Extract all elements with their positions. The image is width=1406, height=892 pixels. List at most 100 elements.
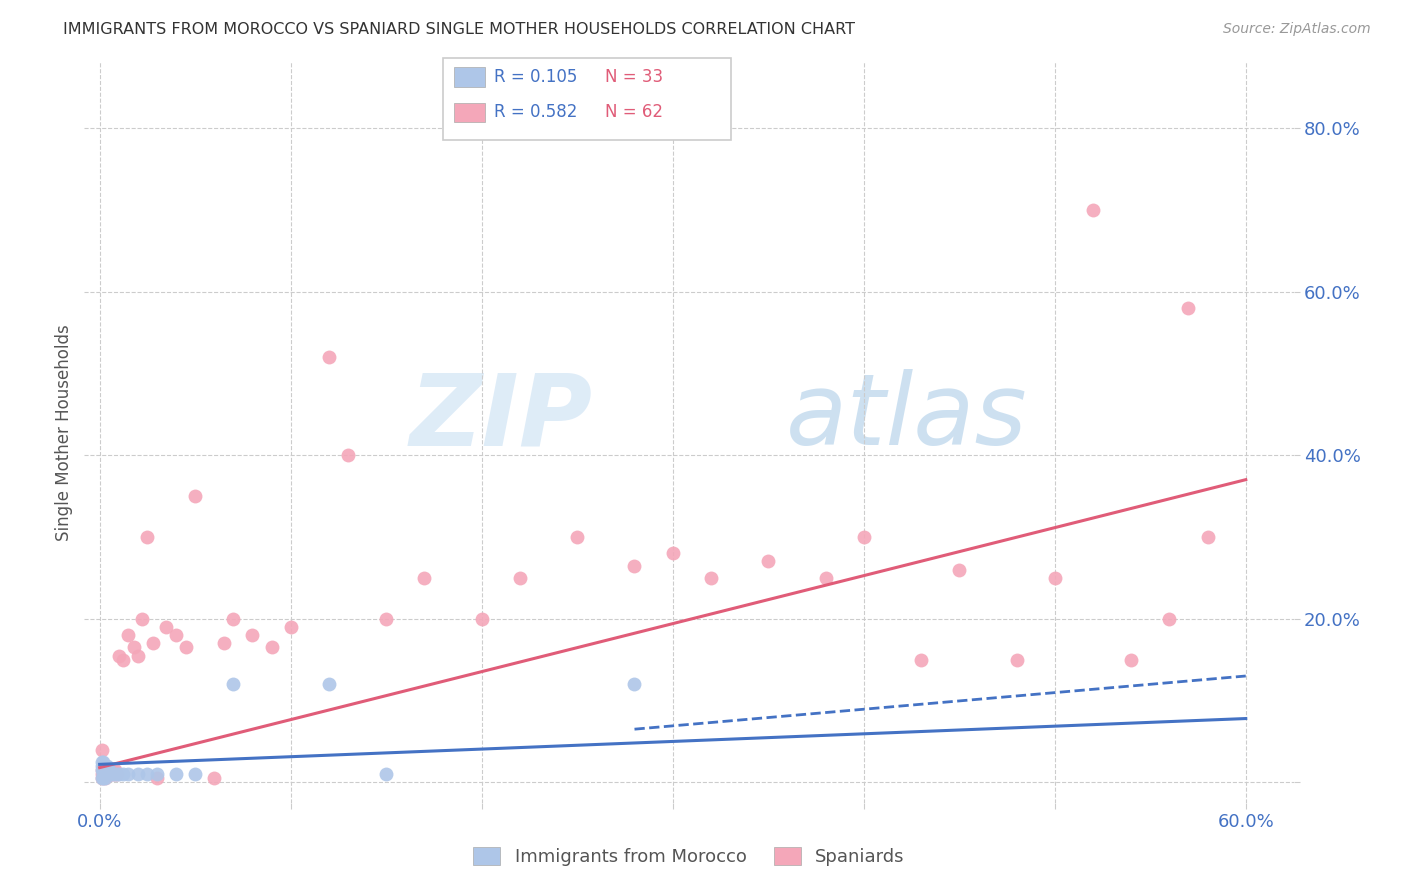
Point [96, 767, 118, 781]
Point [93, 759, 115, 773]
Point [93, 771, 115, 785]
Point [90, 755, 112, 769]
Point [90, 763, 112, 777]
Point [90, 771, 112, 785]
Point [94, 771, 117, 785]
Point [146, 771, 169, 785]
Point [94, 759, 117, 773]
Point [1005, 653, 1028, 667]
Point [814, 571, 837, 585]
Point [131, 612, 153, 626]
Point [111, 767, 134, 781]
Point [623, 558, 645, 573]
Point [318, 350, 340, 364]
Point [155, 620, 177, 634]
Point [336, 448, 359, 462]
Point [127, 767, 149, 781]
Point [623, 677, 645, 691]
Point [222, 677, 245, 691]
Point [111, 653, 134, 667]
Point [98, 763, 121, 777]
Point [318, 677, 340, 691]
Point [375, 767, 398, 781]
Point [1043, 571, 1066, 585]
Legend: Immigrants from Morocco, Spaniards: Immigrants from Morocco, Spaniards [464, 838, 914, 875]
Point [136, 530, 159, 544]
Point [101, 767, 124, 781]
Point [142, 636, 165, 650]
Y-axis label: Single Mother Households: Single Mother Households [55, 325, 73, 541]
Point [700, 571, 723, 585]
Point [98, 763, 121, 777]
Point [661, 546, 683, 560]
Point [1081, 202, 1104, 217]
Point [98, 767, 121, 781]
Point [567, 530, 589, 544]
Point [127, 648, 149, 663]
Point [509, 571, 531, 585]
Point [1177, 301, 1199, 315]
Text: R = 0.582: R = 0.582 [494, 103, 576, 121]
Point [104, 767, 127, 781]
Text: R = 0.105: R = 0.105 [494, 68, 576, 86]
Point [107, 767, 129, 781]
Point [93, 763, 115, 777]
Text: atlas: atlas [786, 369, 1028, 467]
Point [93, 767, 115, 781]
Point [146, 767, 169, 781]
Point [105, 767, 128, 781]
Point [202, 771, 225, 785]
Text: N = 33: N = 33 [605, 68, 662, 86]
Point [242, 628, 264, 642]
Point [90, 771, 112, 785]
Point [90, 763, 112, 777]
Point [93, 767, 115, 781]
Point [1159, 612, 1181, 626]
Point [98, 767, 121, 781]
Point [94, 763, 117, 777]
Point [260, 640, 283, 655]
Point [280, 620, 302, 634]
Point [93, 759, 115, 773]
Point [107, 648, 129, 663]
Point [90, 742, 112, 756]
Point [165, 767, 187, 781]
Point [96, 767, 118, 781]
Point [90, 759, 112, 773]
Point [852, 530, 875, 544]
Point [1121, 653, 1143, 667]
Point [104, 763, 127, 777]
Point [94, 767, 117, 781]
Point [756, 554, 779, 568]
Point [117, 767, 139, 781]
Point [93, 763, 115, 777]
Point [165, 628, 187, 642]
Point [174, 640, 197, 655]
Point [93, 755, 115, 769]
Point [101, 763, 124, 777]
Point [212, 636, 235, 650]
Text: IMMIGRANTS FROM MOROCCO VS SPANIARD SINGLE MOTHER HOUSEHOLDS CORRELATION CHART: IMMIGRANTS FROM MOROCCO VS SPANIARD SING… [63, 22, 855, 37]
Point [100, 767, 122, 781]
Point [117, 628, 139, 642]
Point [471, 612, 494, 626]
Point [94, 771, 117, 785]
Point [948, 563, 970, 577]
Point [184, 767, 207, 781]
Text: N = 62: N = 62 [605, 103, 662, 121]
Point [100, 763, 122, 777]
Point [122, 640, 145, 655]
Point [90, 767, 112, 781]
Point [101, 767, 124, 781]
Point [136, 767, 159, 781]
Text: Source: ZipAtlas.com: Source: ZipAtlas.com [1223, 22, 1371, 37]
Point [105, 767, 128, 781]
Point [910, 653, 932, 667]
Point [222, 612, 245, 626]
Point [104, 767, 127, 781]
Point [1197, 530, 1219, 544]
Point [184, 489, 207, 503]
Point [100, 767, 122, 781]
Point [96, 759, 118, 773]
Point [96, 763, 118, 777]
